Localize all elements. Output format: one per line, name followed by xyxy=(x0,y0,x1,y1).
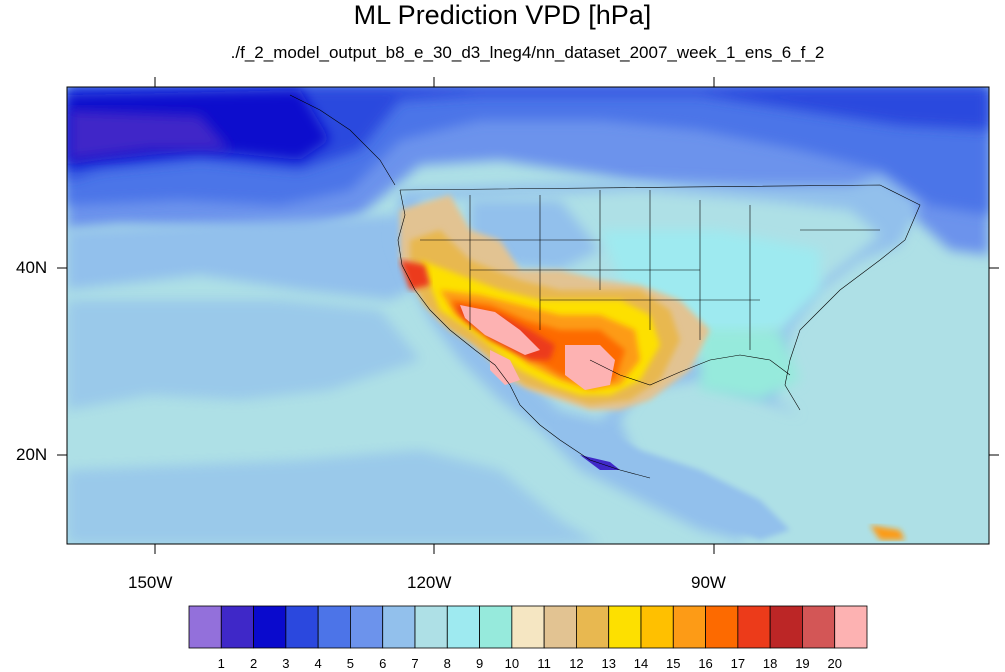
colorbar-swatch xyxy=(382,605,416,649)
colorbar-label: 7 xyxy=(411,656,419,671)
lon-label-120w: 120W xyxy=(407,573,452,592)
colorbar-label: 6 xyxy=(379,656,387,671)
colorbar-swatch xyxy=(253,605,287,649)
colorbar-swatch xyxy=(769,605,803,649)
colorbar-label: 10 xyxy=(504,656,520,671)
colorbar-swatch xyxy=(220,605,254,649)
boundaries xyxy=(289,94,921,479)
colorbar-swatch xyxy=(672,605,706,649)
colorbar-label: 1 xyxy=(217,656,225,671)
lon-label-90w: 90W xyxy=(691,573,726,592)
map-frame xyxy=(66,86,990,545)
lat-label-40n: 40N xyxy=(16,258,48,277)
colorbar-swatch xyxy=(511,605,545,649)
colorbar-swatch xyxy=(446,605,480,649)
colorbar-label: 3 xyxy=(282,656,290,671)
colorbar-swatch xyxy=(543,605,577,649)
axis-ticks xyxy=(57,77,999,554)
map-subtitle: ./f_2_model_output_b8_e_30_d3_lneg4/nn_d… xyxy=(230,43,825,62)
colorbar-label: 4 xyxy=(314,656,322,671)
vpd-field xyxy=(67,87,989,544)
colorbar-swatch xyxy=(608,605,642,649)
colorbar-label: 16 xyxy=(698,656,713,671)
colorbar-swatch xyxy=(350,605,384,649)
colorbar-swatch xyxy=(737,605,771,649)
colorbar-swatch xyxy=(188,605,222,649)
colorbar-swatch xyxy=(479,605,513,649)
colorbar-swatch xyxy=(834,605,868,649)
colorbar-swatch xyxy=(802,605,836,649)
colorbar-swatch xyxy=(576,605,610,649)
colorbar-label: 11 xyxy=(537,656,551,671)
colorbar-label: 17 xyxy=(730,656,746,671)
colorbar-label: 18 xyxy=(762,656,778,671)
colorbar-swatch xyxy=(317,605,351,649)
colorbar-label: 14 xyxy=(633,656,649,671)
colorbar-label: 20 xyxy=(827,656,842,671)
map-title: ML Prediction VPD [hPa] xyxy=(353,0,652,30)
lon-label-150w: 150W xyxy=(128,573,173,592)
colorbar-swatch xyxy=(705,605,739,649)
colorbar-label: 12 xyxy=(569,656,584,671)
colorbar-label: 15 xyxy=(666,656,681,671)
colorbar-label: 9 xyxy=(475,656,484,671)
colorbar-label: 2 xyxy=(249,656,258,671)
colorbar-label: 8 xyxy=(443,656,451,671)
lat-label-20n: 20N xyxy=(16,445,48,464)
colorbar-label: 13 xyxy=(601,656,616,671)
colorbar-swatch xyxy=(285,605,319,649)
colorbar-label: 19 xyxy=(795,656,810,671)
colorbar-swatch xyxy=(640,605,674,649)
colorbar xyxy=(188,605,868,649)
colorbar-swatch xyxy=(414,605,448,649)
colorbar-label: 5 xyxy=(346,656,355,671)
